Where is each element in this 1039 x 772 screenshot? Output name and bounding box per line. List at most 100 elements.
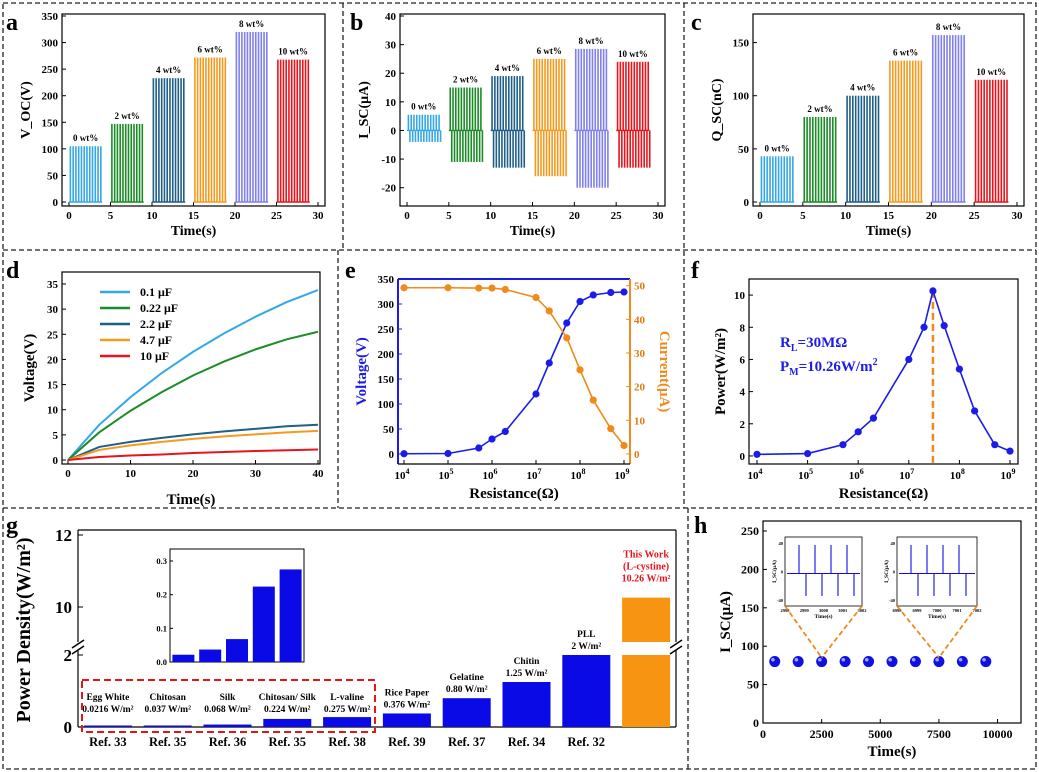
y-left-tick-label: 150 xyxy=(378,374,395,386)
panel-letter-g: g xyxy=(6,513,18,539)
series-label: 6 wt% xyxy=(537,46,562,56)
x-tick-exponent: 5 xyxy=(809,467,813,476)
zoom-connector xyxy=(820,605,863,659)
y-right-axis-title: Current(μA) xyxy=(656,331,672,413)
x-tick-label: 30 xyxy=(313,210,325,222)
x-tick-label: 10 xyxy=(147,210,159,222)
ref-label-5: Ref. 39 xyxy=(388,735,426,749)
bar-label-value: 0.068 W/m² xyxy=(204,705,251,715)
x-axis-title: Resistance(Ω) xyxy=(839,486,929,502)
series-line-3 xyxy=(67,429,319,461)
data-point-8 xyxy=(956,656,968,668)
y-tick-label: 200 xyxy=(741,562,759,576)
inset-x-tick-label: 2998 xyxy=(781,608,791,613)
ref-label-7: Ref. 34 xyxy=(508,735,546,749)
series-point-0 xyxy=(532,390,540,398)
x-axis-title: Time(s) xyxy=(167,492,216,508)
ref-label: Ref. 35 xyxy=(269,735,307,749)
y-tick-label: 50 xyxy=(747,678,759,692)
bar-label-category: Chitosan xyxy=(149,693,186,703)
y-left-tick-label: 350 xyxy=(378,274,395,286)
annotation-pm-sup: 2 xyxy=(873,357,878,368)
series-line-1 xyxy=(404,286,625,446)
ref-label-8: Ref. 32 xyxy=(568,735,606,749)
inset-x-tick-label: 2999 xyxy=(800,608,810,613)
series-point xyxy=(955,365,964,373)
panel-d: 0 10 20 30 40 0 5 10 15 20 25 30 35 Time(s) Voltage(V)… xyxy=(22,271,324,508)
series-point-1 xyxy=(545,307,553,315)
x-tick-label: 108 xyxy=(571,467,586,482)
series-point xyxy=(920,323,928,331)
ref-label-4: Ref. 38 xyxy=(328,735,366,749)
y-tick-label: 2 xyxy=(64,646,73,665)
series-point-0 xyxy=(589,291,597,299)
series-label: 4 wt% xyxy=(495,63,520,73)
y-left-axis-title: Voltage(V) xyxy=(354,337,370,406)
data-point-4 xyxy=(863,656,875,668)
y-left-tick-label: 0 xyxy=(389,449,395,461)
plot-frame-h xyxy=(762,520,1022,724)
x-tick-label: 0 xyxy=(757,210,763,222)
zoom-connector xyxy=(938,605,978,659)
series-point xyxy=(929,287,937,295)
x-tick-label: 104 xyxy=(395,467,410,482)
bar-label-category: Rice Paper xyxy=(385,688,430,698)
series-label: 8 wt% xyxy=(936,22,961,32)
bar-label-3: Chitosan/ Silk 0.224 W/m² xyxy=(259,693,317,715)
data-point-highlight xyxy=(911,657,916,662)
bar-label-line: This Work xyxy=(623,550,669,561)
bar-label-5: Rice Paper 0.376 W/m² xyxy=(384,688,431,710)
y-right-tick-label: 0 xyxy=(634,449,640,461)
bar-label-category: Egg White xyxy=(86,693,129,703)
data-point-highlight xyxy=(841,657,846,662)
bar-8 xyxy=(562,655,611,727)
inset-y-tick-label: -40 xyxy=(889,598,896,603)
y-tick-label: 100 xyxy=(733,91,750,103)
annotation-pm: PM=10.26W/m2 xyxy=(780,357,878,378)
annotation-rl-base: R xyxy=(780,335,791,351)
y-axis-title: V_OC(V) xyxy=(19,81,34,139)
y-tick-label: 10 xyxy=(385,97,397,109)
x-tick-exponent: 4 xyxy=(759,467,763,476)
y-tick-label: 30 xyxy=(47,304,59,316)
inset-frame-1 xyxy=(896,536,978,607)
series-line-2 xyxy=(67,423,319,461)
y-axis-title: I_SC(μA) xyxy=(357,81,372,139)
x-tick-exponent: 6 xyxy=(860,467,864,476)
y-tick-label: 10 xyxy=(734,290,746,302)
inset-y-title: I_SC(μA) xyxy=(883,560,890,583)
bar-label-category: L-valine xyxy=(330,693,364,703)
y-tick-label: 40 xyxy=(385,11,397,23)
annotation-pm-sub: M xyxy=(789,367,799,378)
x-tick-base: 10 xyxy=(748,470,760,482)
bar-label-line: (L-cystine) xyxy=(623,562,669,573)
y-tick-label: 35 xyxy=(47,279,59,291)
series-point-0 xyxy=(400,450,408,458)
inset-bar-1 xyxy=(199,649,222,662)
y-tick-label: 0 xyxy=(744,197,750,209)
y-axis-title: I_SC(μA) xyxy=(718,591,734,653)
bar-label-category: PLL xyxy=(577,630,595,640)
series-point xyxy=(839,441,847,449)
y-right-tick-label: 50 xyxy=(634,281,646,293)
inset-x-tick-label: 7001 xyxy=(953,608,963,613)
series-point-1 xyxy=(576,366,584,374)
y-tick-label: 2 xyxy=(740,419,746,431)
bar-label-value: 10.26 W/m² xyxy=(622,574,671,585)
series-point xyxy=(869,414,878,422)
plot-frame-c xyxy=(752,13,1025,207)
panel-h: 0 2500 5000 7500 10000 0 50 100 150 200 250 Time(s)… xyxy=(718,520,1022,760)
series-point xyxy=(1006,447,1014,455)
series-point xyxy=(854,428,862,436)
x-tick-base: 10 xyxy=(571,470,583,482)
x-tick-exponent: 5 xyxy=(450,467,454,476)
y-tick-label: 20 xyxy=(47,354,59,366)
y-tick-label: 250 xyxy=(741,524,759,538)
bar-label-value: 0.037 W/m² xyxy=(144,705,191,715)
x-axis-title: Time(s) xyxy=(510,224,556,239)
series-label: 10 wt% xyxy=(278,47,308,57)
series-point xyxy=(753,450,761,458)
ref-label: Ref. 36 xyxy=(209,735,247,749)
bar-this-work-lower xyxy=(622,655,671,727)
